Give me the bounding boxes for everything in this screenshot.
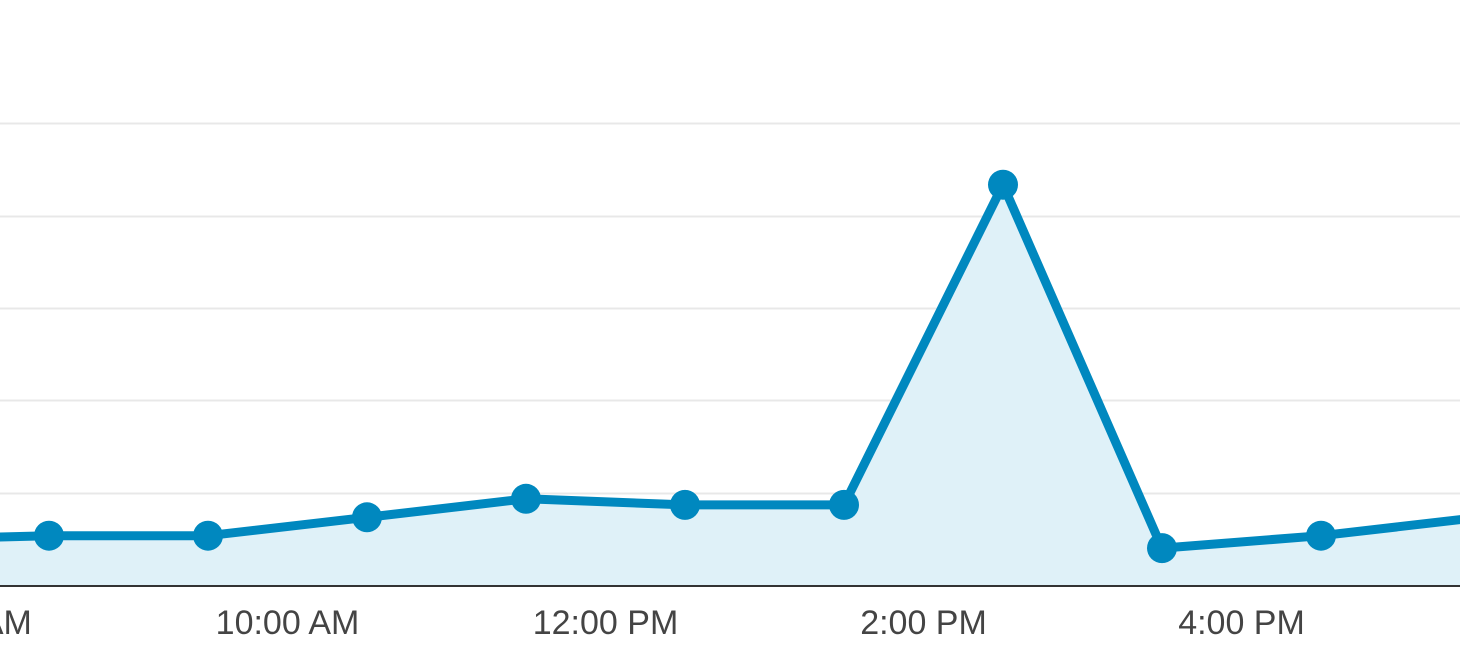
x-tick-label-3: 12:00 PM bbox=[533, 604, 679, 642]
series-area bbox=[0, 184, 1460, 585]
x-tick-label-2: 10:00 AM bbox=[216, 604, 360, 642]
data-point-9[interactable] bbox=[1147, 533, 1177, 564]
data-point-2[interactable] bbox=[34, 520, 64, 551]
data-point-8[interactable] bbox=[988, 169, 1018, 200]
data-point-7[interactable] bbox=[829, 489, 859, 520]
x-tick-label-1: 8:00 AM bbox=[0, 604, 32, 642]
x-tick-label-5: 4:00 PM bbox=[1178, 604, 1305, 642]
area-layer bbox=[0, 184, 1460, 585]
data-point-5[interactable] bbox=[511, 483, 541, 514]
data-point-10[interactable] bbox=[1306, 520, 1336, 551]
x-tick-labels: 8:00 AM 10:00 AM 12:00 PM 2:00 PM 4:00 PM bbox=[0, 604, 1305, 642]
data-point-3[interactable] bbox=[193, 520, 223, 551]
gridlines bbox=[0, 122, 1460, 495]
data-point-4[interactable] bbox=[352, 502, 382, 533]
data-points bbox=[34, 169, 1336, 564]
data-point-6[interactable] bbox=[670, 489, 700, 520]
x-tick-label-4: 2:00 PM bbox=[860, 604, 987, 642]
